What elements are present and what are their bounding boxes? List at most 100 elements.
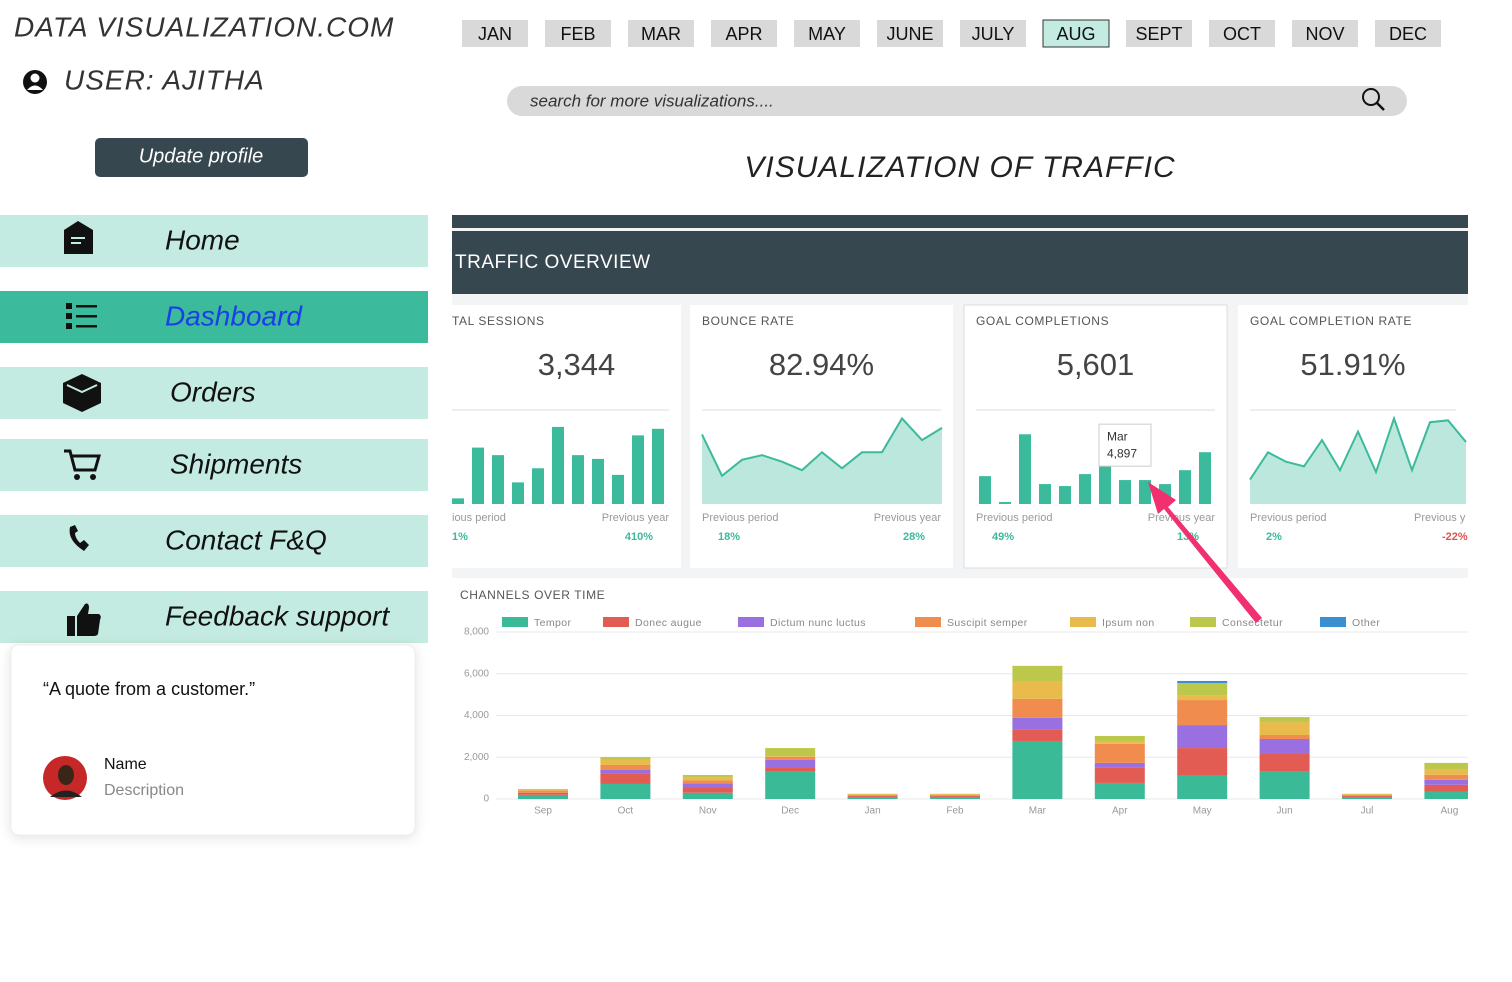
legend-label: Other [1352, 617, 1380, 629]
legend-label: Dictum nunc luctus [770, 617, 866, 629]
mini-bar [572, 455, 584, 504]
mini-bar [979, 476, 991, 504]
update-button-label[interactable]: Update profile [139, 145, 264, 167]
nav-label[interactable]: Feedback support [165, 600, 390, 631]
mini-bar [1179, 470, 1191, 504]
kpi-card [690, 305, 953, 568]
month-label[interactable]: MAR [641, 24, 681, 44]
legend-swatch [738, 617, 764, 627]
nav-item[interactable] [0, 515, 428, 567]
kpi-prev-period-value: 1% [452, 531, 468, 543]
bar-segment [600, 769, 651, 774]
month-tab[interactable] [628, 20, 694, 47]
mini-bar [1019, 434, 1031, 504]
bar-segment [1342, 795, 1392, 797]
bar-segment [518, 792, 568, 795]
bar-segment [682, 777, 733, 781]
legend-swatch [502, 617, 528, 627]
search-icon[interactable] [1362, 88, 1385, 111]
month-label[interactable]: OCT [1223, 24, 1261, 44]
legend-label: Tempor [534, 617, 572, 629]
month-label[interactable]: JULY [972, 24, 1015, 44]
bar-segment [1094, 743, 1145, 763]
month-tab[interactable] [794, 20, 860, 47]
bar-segment [1177, 725, 1228, 749]
search-box[interactable] [507, 86, 1407, 116]
month-tab[interactable] [1209, 20, 1275, 47]
bar-segment [600, 783, 651, 799]
mini-bar [552, 426, 564, 504]
mini-area [1250, 418, 1466, 504]
month-label[interactable]: MAY [808, 24, 846, 44]
kpi-prev-period-value: 18% [718, 531, 740, 543]
kpi-prev-period-label: Previous period [1250, 512, 1326, 524]
kpi-value: 51.91% [1300, 347, 1405, 382]
month-label[interactable]: JUNE [886, 24, 933, 44]
nav-item[interactable] [0, 439, 428, 491]
kpi-label: GOAL COMPLETIONS [976, 314, 1109, 328]
nav-label[interactable]: Contact F&Q [165, 524, 327, 555]
month-tab[interactable] [1126, 20, 1192, 47]
x-tick-label: Mar [1029, 806, 1047, 817]
nav-label[interactable]: Dashboard [165, 300, 303, 331]
kpi-prev-year-value: -22% [1442, 531, 1468, 543]
y-tick-label: 6,000 [464, 668, 489, 679]
mini-bar [452, 498, 464, 504]
mini-bar [612, 474, 624, 504]
month-label[interactable]: JAN [478, 24, 512, 44]
month-tab[interactable] [1042, 19, 1110, 48]
mini-bar [1199, 452, 1211, 504]
avatar [43, 756, 87, 800]
month-label[interactable]: APR [725, 24, 762, 44]
bar-segment [1259, 738, 1310, 755]
tooltip [1098, 423, 1152, 467]
month-label[interactable]: SEPT [1135, 24, 1182, 44]
tooltip-category: Mar [1107, 429, 1128, 443]
dashboard-header [452, 231, 1468, 294]
x-tick-label: Aug [1441, 806, 1459, 817]
bar-segment [518, 790, 568, 793]
kpi-prev-period-value: 49% [992, 531, 1014, 543]
bar-segment [518, 788, 568, 791]
month-tab[interactable] [960, 20, 1026, 47]
month-tab[interactable] [1292, 20, 1358, 47]
bar-segment [930, 793, 980, 795]
bar-segment [1094, 740, 1145, 744]
x-tick-label: Jan [865, 806, 881, 817]
bar-segment [1012, 681, 1063, 699]
bar-segment [1012, 717, 1063, 730]
mini-bar [999, 502, 1011, 504]
month-tab[interactable] [545, 20, 611, 47]
month-tab[interactable] [711, 20, 777, 47]
mini-bar [1079, 474, 1091, 504]
nav-label[interactable]: Shipments [170, 448, 302, 479]
bar-segment [847, 795, 898, 797]
month-tab[interactable] [462, 20, 528, 47]
bar-segment [1424, 791, 1468, 799]
month-tab[interactable] [877, 20, 943, 47]
site-title: DATA VISUALIZATION.COM [14, 11, 394, 42]
bar-segment [600, 773, 651, 784]
nav-label[interactable]: Home [165, 224, 240, 255]
bar-segment [1259, 717, 1310, 723]
x-tick-label: Oct [618, 806, 634, 817]
month-tab[interactable] [1375, 20, 1441, 47]
month-label[interactable]: DEC [1389, 24, 1427, 44]
bar-segment [1424, 784, 1468, 792]
x-tick-label: Apr [1112, 806, 1128, 817]
month-label[interactable]: NOV [1305, 24, 1344, 44]
bar-segment [1259, 735, 1310, 739]
legend-label: Donec augue [635, 617, 702, 629]
nav-label[interactable]: Orders [170, 376, 256, 407]
kpi-label: TAL SESSIONS [452, 314, 545, 328]
tooltip-value: 4,897 [1107, 446, 1137, 460]
bar-segment [1342, 796, 1392, 799]
kpi-card [963, 304, 1228, 569]
month-label[interactable]: AUG [1056, 24, 1095, 44]
bar-segment [765, 767, 816, 772]
search-placeholder[interactable]: search for more visualizations.... [530, 91, 774, 110]
bar-segment [1012, 698, 1063, 718]
update-button[interactable] [95, 138, 308, 177]
month-label[interactable]: FEB [560, 24, 595, 44]
